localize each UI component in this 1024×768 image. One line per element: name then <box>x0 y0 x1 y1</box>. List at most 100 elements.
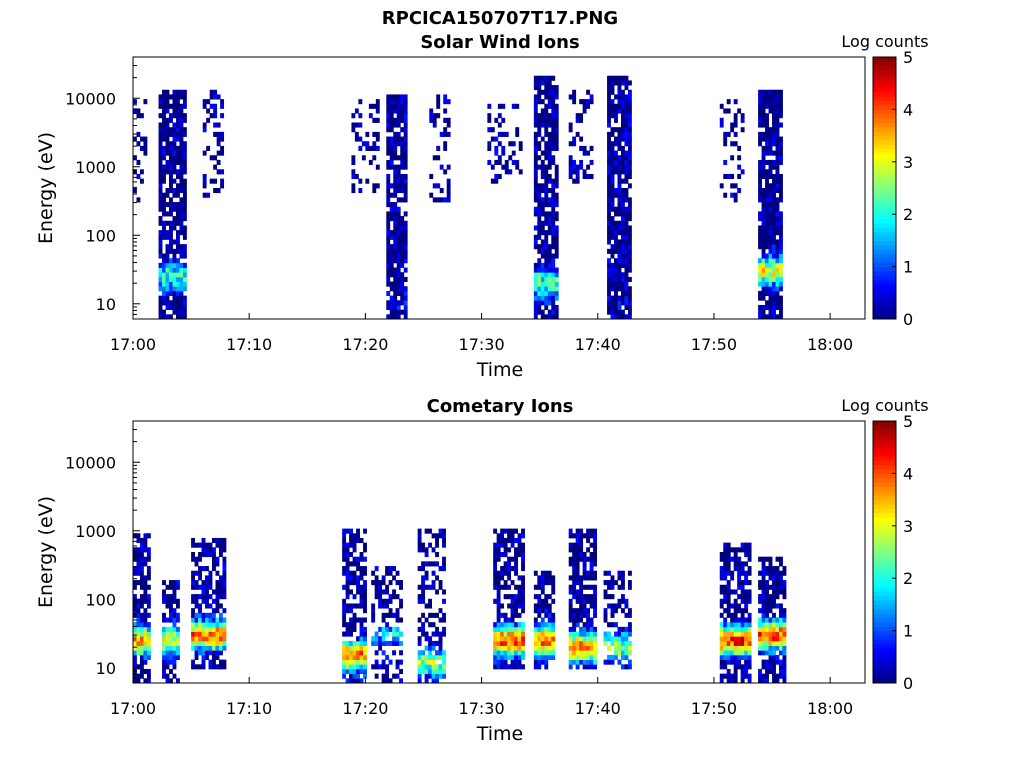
heatmap-cell <box>162 136 166 142</box>
heatmap-cell <box>779 668 783 675</box>
heatmap-cell <box>758 99 762 105</box>
heatmap-cell <box>547 575 552 581</box>
heatmap-cell <box>386 258 391 264</box>
heatmap-cell <box>517 584 522 590</box>
heatmap-cell <box>768 150 773 156</box>
heatmap-cell <box>388 626 393 632</box>
heatmap-cell <box>779 150 783 156</box>
heatmap-cell <box>436 145 441 151</box>
heatmap-cell <box>621 286 625 292</box>
heatmap-cell <box>617 202 622 208</box>
heatmap-cell <box>136 598 141 604</box>
heatmap-cell <box>761 612 766 618</box>
heatmap-cell <box>779 108 783 114</box>
heatmap-cell <box>533 211 538 217</box>
heatmap-cell <box>169 145 173 151</box>
heatmap-cell <box>768 314 773 320</box>
heatmap-cell <box>544 580 549 586</box>
heatmap-cell <box>179 188 184 194</box>
heatmap-cell <box>621 211 625 217</box>
heatmap-cell <box>175 108 180 114</box>
heatmap-cell <box>627 173 632 180</box>
heatmap-cell <box>400 155 405 161</box>
heatmap-cell <box>607 220 611 226</box>
heatmap-cell <box>386 202 391 208</box>
heatmap-cell <box>540 608 545 614</box>
heatmap-cell <box>133 640 137 646</box>
heatmap-cell <box>172 113 177 119</box>
heatmap-cell <box>169 103 173 109</box>
heatmap-cell <box>428 528 433 534</box>
heatmap-cell <box>349 664 353 670</box>
heatmap-cell <box>215 645 220 651</box>
heatmap-cell <box>610 244 615 250</box>
heatmap-cell <box>761 225 766 231</box>
colorbar-strip <box>873 240 896 246</box>
heatmap-cell <box>765 202 769 208</box>
heatmap-cell <box>162 145 166 151</box>
heatmap-cell <box>768 225 773 231</box>
heatmap-cell <box>621 295 625 301</box>
heatmap-cell <box>158 262 163 268</box>
heatmap-cell <box>165 631 170 637</box>
heatmap-cell <box>381 678 386 684</box>
heatmap-cell <box>165 136 170 142</box>
heatmap-cell <box>162 178 166 184</box>
heatmap-cell <box>744 636 749 642</box>
heatmap-cell <box>723 664 728 670</box>
heatmap-cell <box>162 253 166 259</box>
heatmap-cell <box>554 117 559 123</box>
solar-wind-axes: 17:00 17:10 17:20 17:30 17:40 17:50 18:0010100… <box>65 56 853 354</box>
heatmap-cell <box>438 580 443 586</box>
heatmap-cell <box>537 244 542 250</box>
heatmap-cell <box>537 94 542 100</box>
heatmap-cell <box>775 127 780 133</box>
heatmap-cell <box>172 150 177 156</box>
heatmap-cell <box>202 192 207 198</box>
heatmap-cell <box>733 654 738 661</box>
heatmap-cell <box>139 537 144 544</box>
heatmap-cell <box>143 594 148 600</box>
heatmap-cell <box>381 617 386 623</box>
heatmap-cell <box>775 117 780 123</box>
heatmap-cell <box>220 136 225 142</box>
heatmap-cell <box>146 575 151 581</box>
heatmap-cell <box>417 566 422 572</box>
heatmap-cell <box>610 202 615 208</box>
heatmap-cell <box>388 640 393 646</box>
heatmap-cell <box>182 103 187 109</box>
heatmap-cell <box>610 248 615 254</box>
heatmap-cell <box>165 234 170 240</box>
heatmap-cell <box>765 145 769 151</box>
heatmap-cell <box>417 547 422 553</box>
heatmap-cell <box>158 202 163 208</box>
heatmap-cell <box>568 598 573 604</box>
heatmap-cell <box>533 239 538 245</box>
heatmap-cell <box>758 188 762 194</box>
heatmap-cell <box>537 188 542 194</box>
heatmap-cell <box>432 117 437 123</box>
heatmap-cell <box>517 645 522 651</box>
heatmap-cell <box>768 159 773 166</box>
heatmap-cell <box>172 122 177 128</box>
heatmap-cell <box>435 533 439 539</box>
heatmap-cell <box>544 150 549 156</box>
heatmap-cell <box>747 673 752 679</box>
heatmap-cell <box>389 159 394 166</box>
heatmap-cell <box>589 145 594 151</box>
heatmap-cell <box>761 155 766 161</box>
heatmap-cell <box>533 169 538 175</box>
heatmap-cell <box>765 225 769 231</box>
heatmap-cell <box>624 295 629 301</box>
heatmap-cell <box>501 164 506 170</box>
heatmap-cell <box>399 598 403 604</box>
heatmap-cell <box>586 626 591 632</box>
heatmap-cell <box>165 211 170 217</box>
heatmap-cell <box>575 631 580 637</box>
heatmap-cell <box>403 244 408 250</box>
heatmap-cell <box>349 570 353 576</box>
heatmap-cell <box>517 659 522 665</box>
heatmap-cell <box>345 664 350 670</box>
heatmap-cell <box>758 258 762 264</box>
heatmap-cell <box>610 584 615 590</box>
